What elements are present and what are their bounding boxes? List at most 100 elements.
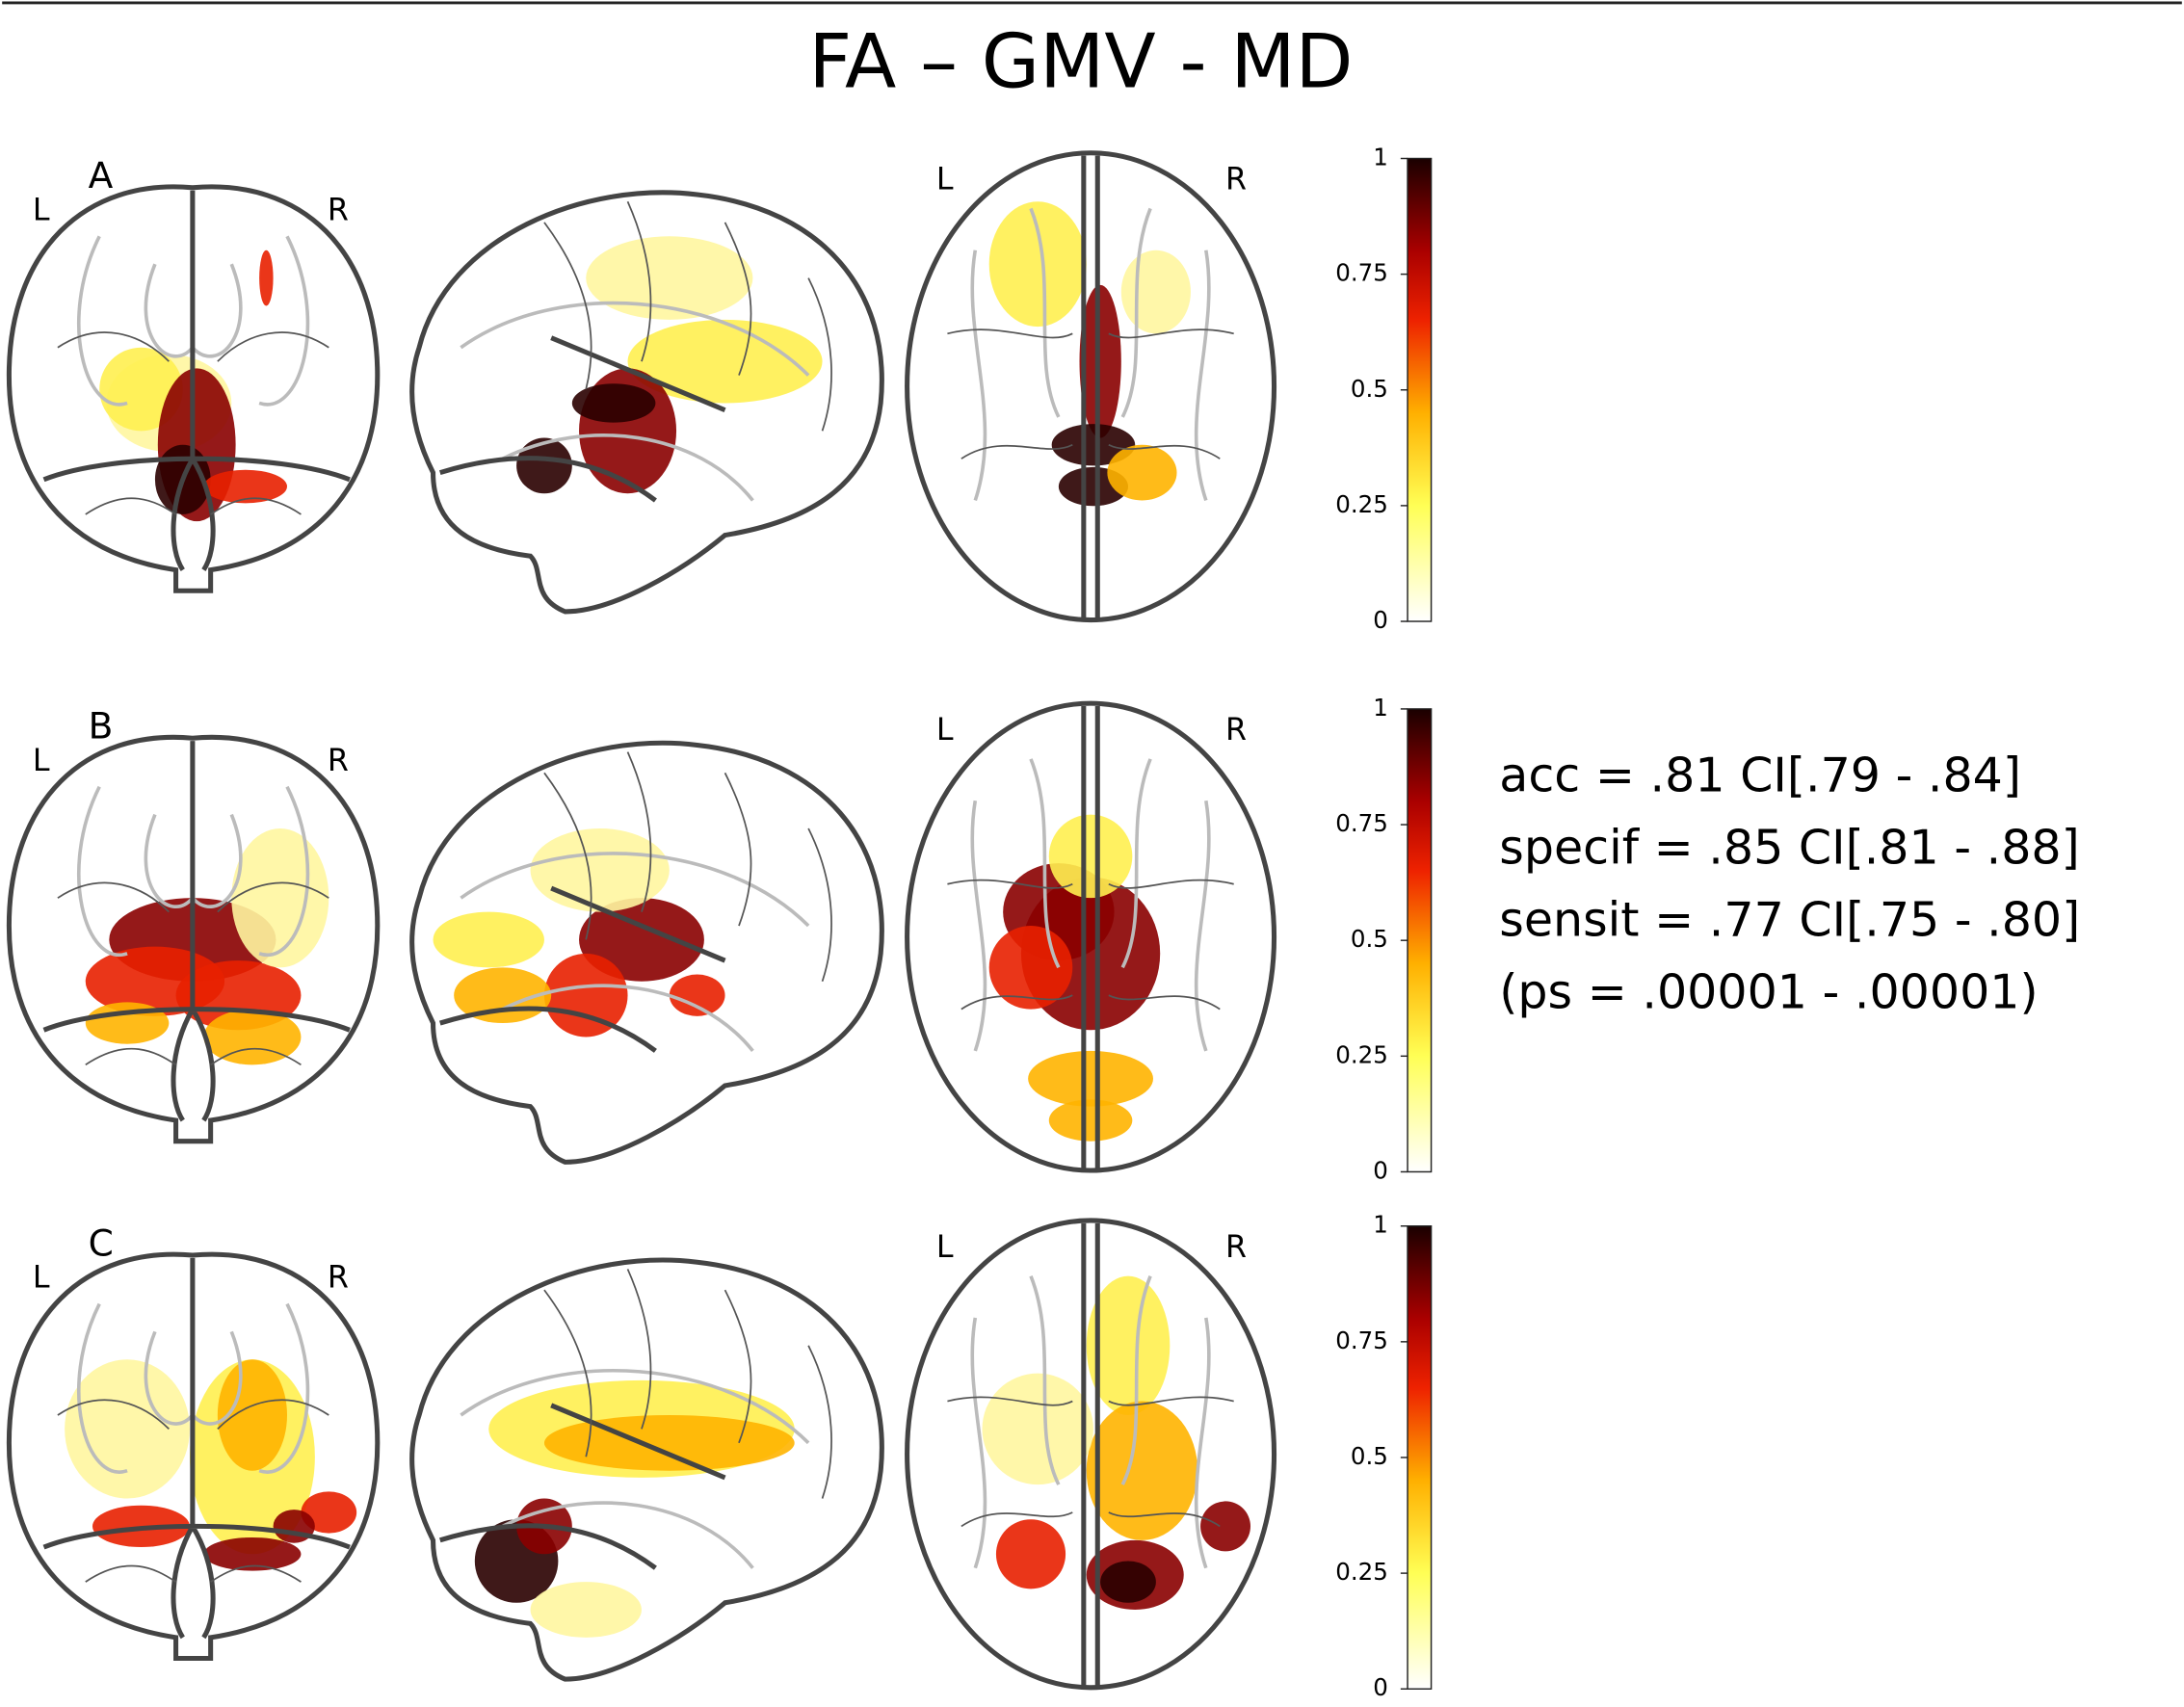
activation-blob [982, 1373, 1093, 1485]
axial-inner [970, 758, 1211, 1052]
axial-outline [905, 1218, 1277, 1691]
orientation-label: L [33, 1261, 50, 1296]
sagittal-outline [409, 740, 884, 1165]
stat-line: acc = .81 CI[.79 - .84] [1499, 748, 2021, 803]
orientation-label: R [1225, 1230, 1247, 1265]
sagittal-inner [460, 852, 810, 1053]
coronal-outline [6, 734, 381, 1144]
activation-blob [231, 828, 329, 968]
activation-blob [1086, 1401, 1198, 1540]
coronal-sulci [57, 1399, 329, 1583]
coronal-outline [6, 184, 381, 593]
activation-blob [1051, 424, 1136, 466]
activation-blob [1107, 444, 1177, 501]
colorbar-tick-label: 0.25 [1335, 490, 1388, 518]
figure-title: FA – GMV - MD [808, 19, 1353, 106]
activation-blob [259, 249, 274, 306]
brain-outlines [6, 150, 1277, 623]
axial-outline [905, 150, 1277, 623]
activation-blob [217, 1359, 288, 1471]
colorbar-tick-label: 0.75 [1335, 1326, 1388, 1354]
colorbar [1407, 157, 1433, 622]
activation-blob [1200, 1501, 1251, 1552]
activation-blob [530, 1582, 642, 1638]
activation-blob [988, 201, 1087, 328]
activation-blob [433, 911, 544, 968]
brain-outlines [6, 700, 1277, 1173]
coronal-sulci [57, 331, 329, 515]
orientation-label: R [1225, 163, 1247, 197]
sagittal-outline [409, 1257, 884, 1682]
activation-blob [1079, 284, 1121, 438]
activation-blob [669, 974, 725, 1016]
coronal-sulci [57, 881, 329, 1066]
activation-blob [203, 1009, 302, 1065]
colorbar-tick-label: 1 [1373, 694, 1388, 722]
panel-label: B [89, 705, 114, 748]
activation-blob [571, 383, 656, 423]
orientation-label: L [33, 193, 50, 227]
panel-label: A [89, 154, 114, 197]
colorbar-tick-label: 1 [1373, 1211, 1388, 1239]
colorbar-tick-label: 0 [1373, 1673, 1388, 1701]
colorbar-tick-label: 0.5 [1351, 925, 1388, 953]
activation-blob [579, 898, 704, 982]
sagittal-sulci [543, 751, 832, 983]
colorbar [1407, 708, 1433, 1173]
activation-blob [1048, 814, 1133, 899]
activation-blob [1100, 1561, 1156, 1603]
activation-blob [516, 437, 572, 494]
coronal-outline [6, 1251, 381, 1662]
activation-blob [627, 319, 823, 404]
panel: B L R L R 0 0.25 0.5 0.75 1 [6, 694, 1433, 1184]
orientation-label: R [1225, 713, 1247, 748]
activation-blob [301, 1491, 357, 1534]
activation-blob [1028, 1050, 1153, 1107]
colorbar-tick-label: 0.25 [1335, 1040, 1388, 1068]
colorbar-tick-label: 0 [1373, 606, 1388, 634]
activation-blob [1048, 1099, 1133, 1142]
coronal-inner [77, 785, 310, 958]
sagittal-outline [409, 190, 884, 615]
orientation-label: L [936, 1230, 954, 1265]
axial-inner [970, 1275, 1211, 1569]
activation-blob [995, 1519, 1066, 1589]
orientation-label: R [328, 744, 349, 778]
colorbar-tick-label: 1 [1373, 144, 1388, 171]
activation-blob [65, 1359, 190, 1499]
colorbar-tick-label: 0.75 [1335, 259, 1388, 287]
orientation-label: L [33, 744, 50, 778]
colorbar-tick-label: 0.25 [1335, 1558, 1388, 1586]
colorbar-tick-label: 0.75 [1335, 809, 1388, 837]
panel: C L R L R 0 0.25 0.5 0.75 1 [6, 1211, 1433, 1701]
axial-outline [905, 700, 1277, 1173]
sagittal-inner [460, 1368, 810, 1569]
panel-label: C [89, 1221, 114, 1264]
activation-blob [1120, 249, 1191, 334]
activation-blob [203, 1536, 302, 1571]
orientation-label: R [328, 193, 349, 227]
activation-blob [543, 1414, 795, 1471]
activation-blob [530, 828, 670, 912]
axial-sulci [947, 1396, 1234, 1528]
activation-blob [543, 953, 628, 1037]
stats-block: acc = .81 CI[.79 - .84] specif = .85 CI[… [1499, 748, 2080, 1020]
colorbar-tick-label: 0 [1373, 1156, 1388, 1184]
axial-midline [1081, 1222, 1100, 1687]
axial-sulci [947, 328, 1234, 460]
axial-midline [1081, 155, 1100, 619]
colorbar [1407, 1225, 1433, 1690]
axial-midline [1081, 706, 1100, 1169]
sagittal-inner [460, 301, 810, 502]
stat-line: (ps = .00001 - .00001) [1499, 964, 2038, 1020]
activation-blob [203, 469, 288, 504]
colorbar-tick-label: 0.5 [1351, 375, 1388, 403]
orientation-label: R [328, 1261, 349, 1296]
colorbar-tick-label: 0.5 [1351, 1442, 1388, 1470]
panel: A L R L R 0 0.25 0.5 0.75 1 [6, 144, 1433, 634]
sagittal-sulci [543, 1269, 832, 1499]
brain-outlines [6, 1218, 1277, 1691]
stat-line: specif = .85 CI[.81 - .88] [1499, 820, 2079, 876]
